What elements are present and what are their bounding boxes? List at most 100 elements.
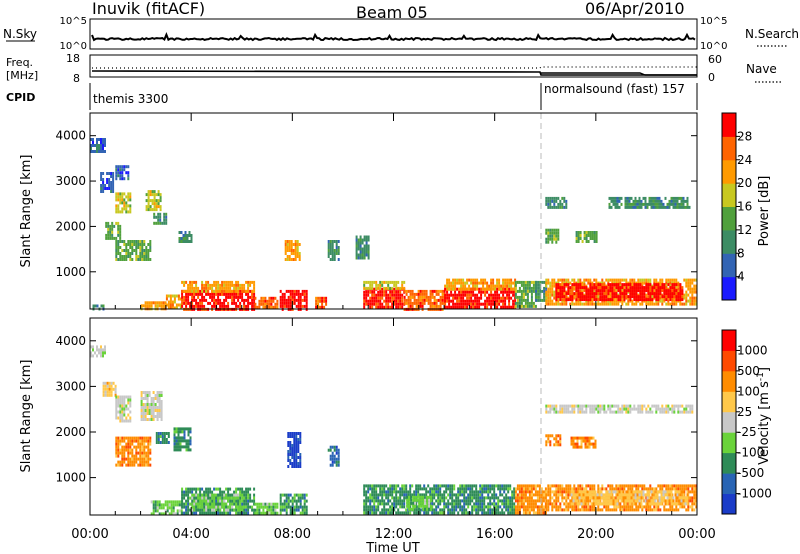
data-cell (139, 249, 142, 252)
data-cell (149, 240, 152, 243)
data-cell (477, 499, 480, 503)
data-cell (399, 490, 402, 494)
data-cell (221, 511, 224, 515)
data-cell (110, 175, 113, 178)
data-cell (545, 493, 548, 497)
data-cell (502, 293, 505, 297)
data-cell (187, 511, 190, 515)
data-cell (663, 292, 666, 296)
data-cell (241, 295, 244, 299)
data-cell (233, 283, 236, 287)
data-cell (490, 293, 493, 297)
data-cell (186, 240, 189, 243)
data-cell (410, 495, 413, 499)
data-cell (547, 508, 550, 512)
data-cell (243, 490, 246, 494)
data-cell (268, 511, 271, 515)
data-cell (117, 227, 120, 231)
data-cell (474, 281, 477, 285)
data-cell (363, 511, 366, 515)
data-cell (393, 508, 396, 512)
data-cell (408, 498, 411, 502)
data-cell (403, 301, 406, 305)
data-cell (547, 502, 550, 506)
data-cell (514, 487, 517, 491)
data-cell (253, 496, 256, 500)
data-cell (112, 175, 115, 178)
data-cell (391, 493, 394, 497)
data-cell (155, 202, 158, 206)
data-cell (516, 295, 519, 299)
data-cell (407, 304, 410, 308)
data-cell (429, 493, 432, 497)
data-cell (563, 199, 566, 203)
data-cell (183, 490, 186, 494)
data-cell (522, 511, 525, 515)
data-cell (508, 293, 511, 297)
data-cell (115, 463, 118, 467)
data-cell (195, 286, 198, 290)
data-cell (331, 246, 334, 249)
data-cell (115, 204, 118, 208)
data-cell (409, 301, 412, 305)
data-cell (148, 418, 151, 421)
data-cell (555, 228, 558, 232)
data-cell (110, 190, 113, 193)
data-cell (264, 505, 267, 509)
data-cell (373, 493, 376, 497)
data-cell (245, 487, 248, 491)
data-cell (139, 258, 142, 261)
data-cell (686, 196, 689, 200)
data-cell (189, 436, 192, 440)
data-cell (577, 289, 580, 293)
data-cell (179, 442, 182, 446)
data-cell (243, 289, 246, 293)
data-cell (253, 508, 256, 512)
data-cell (511, 499, 514, 503)
data-cell (693, 278, 696, 282)
data-cell (427, 490, 430, 494)
data-cell (152, 403, 155, 406)
data-cell (477, 490, 480, 494)
data-cell (395, 296, 398, 300)
data-cell (399, 496, 402, 500)
data-cell (150, 400, 153, 403)
cpid-strip: CPID themis 3300 normalsound (fast) 157 (6, 82, 698, 110)
data-cell (379, 283, 382, 287)
data-cell (457, 502, 460, 506)
data-cell (549, 237, 552, 241)
data-cell (363, 256, 366, 260)
data-cell (510, 287, 513, 291)
data-cell (357, 244, 360, 248)
data-cell (461, 493, 464, 497)
data-cell (656, 205, 659, 209)
data-cell (681, 286, 684, 290)
data-cell (504, 296, 507, 300)
data-cell (538, 490, 541, 494)
data-cell (237, 292, 240, 296)
data-cell (421, 289, 424, 293)
data-cell (287, 459, 290, 462)
data-cell (161, 432, 164, 435)
data-cell (658, 202, 661, 206)
data-cell (471, 499, 474, 503)
data-cell (437, 289, 440, 293)
data-cell (199, 508, 202, 512)
data-cell (623, 295, 626, 299)
data-cell (577, 234, 580, 237)
data-cell (191, 511, 194, 515)
data-cell (502, 296, 505, 300)
data-cell (375, 299, 378, 303)
data-cell (287, 444, 290, 447)
data-cell (657, 283, 660, 287)
data-cell (221, 493, 224, 497)
data-cell (139, 255, 142, 258)
data-cell (443, 505, 446, 509)
data-cell (433, 490, 436, 494)
data-cell (154, 394, 157, 397)
data-cell (185, 448, 188, 452)
data-cell (165, 441, 168, 444)
data-cell (283, 295, 286, 299)
data-cell (543, 280, 546, 284)
